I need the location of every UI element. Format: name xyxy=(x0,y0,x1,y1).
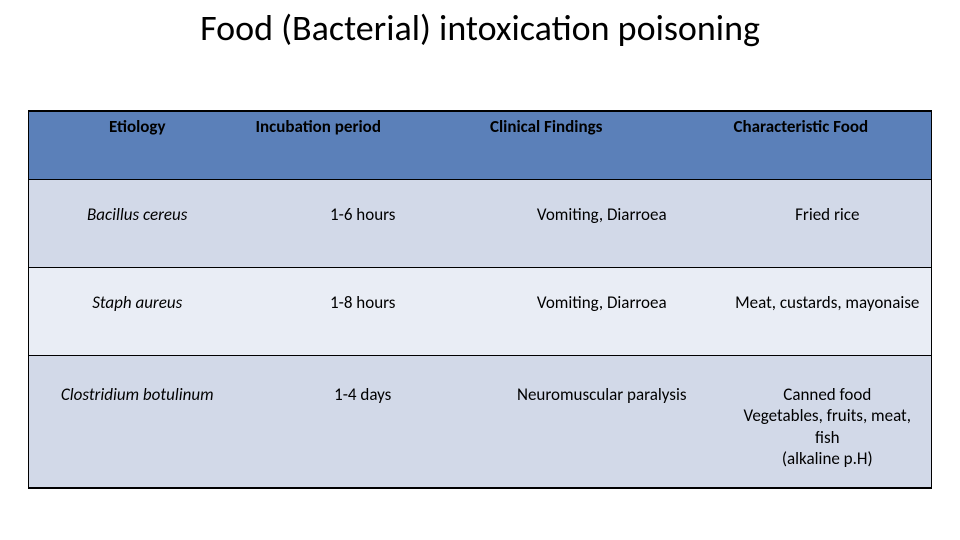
cell-etiology: Clostridium botulinum xyxy=(29,356,245,488)
cell-clinical: Neuromuscular paralysis xyxy=(480,356,724,488)
table-header-row: Etiology Incubation period Clinical Find… xyxy=(29,112,931,180)
intoxication-table: Etiology Incubation period Clinical Find… xyxy=(28,110,932,489)
cell-clinical: Vomiting, Diarroea xyxy=(480,268,724,356)
col-header-etiology: Etiology xyxy=(29,112,245,180)
table-row: Bacillus cereus 1-6 hours Vomiting, Diar… xyxy=(29,180,931,268)
table: Etiology Incubation period Clinical Find… xyxy=(29,111,931,488)
col-header-food: Characteristic Food xyxy=(724,112,931,180)
cell-food: Fried rice xyxy=(724,180,931,268)
cell-incubation: 1-6 hours xyxy=(245,180,480,268)
col-header-incubation: Incubation period xyxy=(245,112,480,180)
cell-food: Meat, custards, mayonaise xyxy=(724,268,931,356)
table-row: Staph aureus 1-8 hours Vomiting, Diarroe… xyxy=(29,268,931,356)
cell-etiology: Staph aureus xyxy=(29,268,245,356)
table-row: Clostridium botulinum 1-4 days Neuromusc… xyxy=(29,356,931,488)
cell-clinical: Vomiting, Diarroea xyxy=(480,180,724,268)
col-header-clinical: Clinical Findings xyxy=(480,112,724,180)
cell-food: Canned foodVegetables, fruits, meat, fis… xyxy=(724,356,931,488)
cell-incubation: 1-4 days xyxy=(245,356,480,488)
cell-etiology: Bacillus cereus xyxy=(29,180,245,268)
cell-incubation: 1-8 hours xyxy=(245,268,480,356)
slide-title: Food (Bacterial) intoxication poisoning xyxy=(0,8,960,49)
